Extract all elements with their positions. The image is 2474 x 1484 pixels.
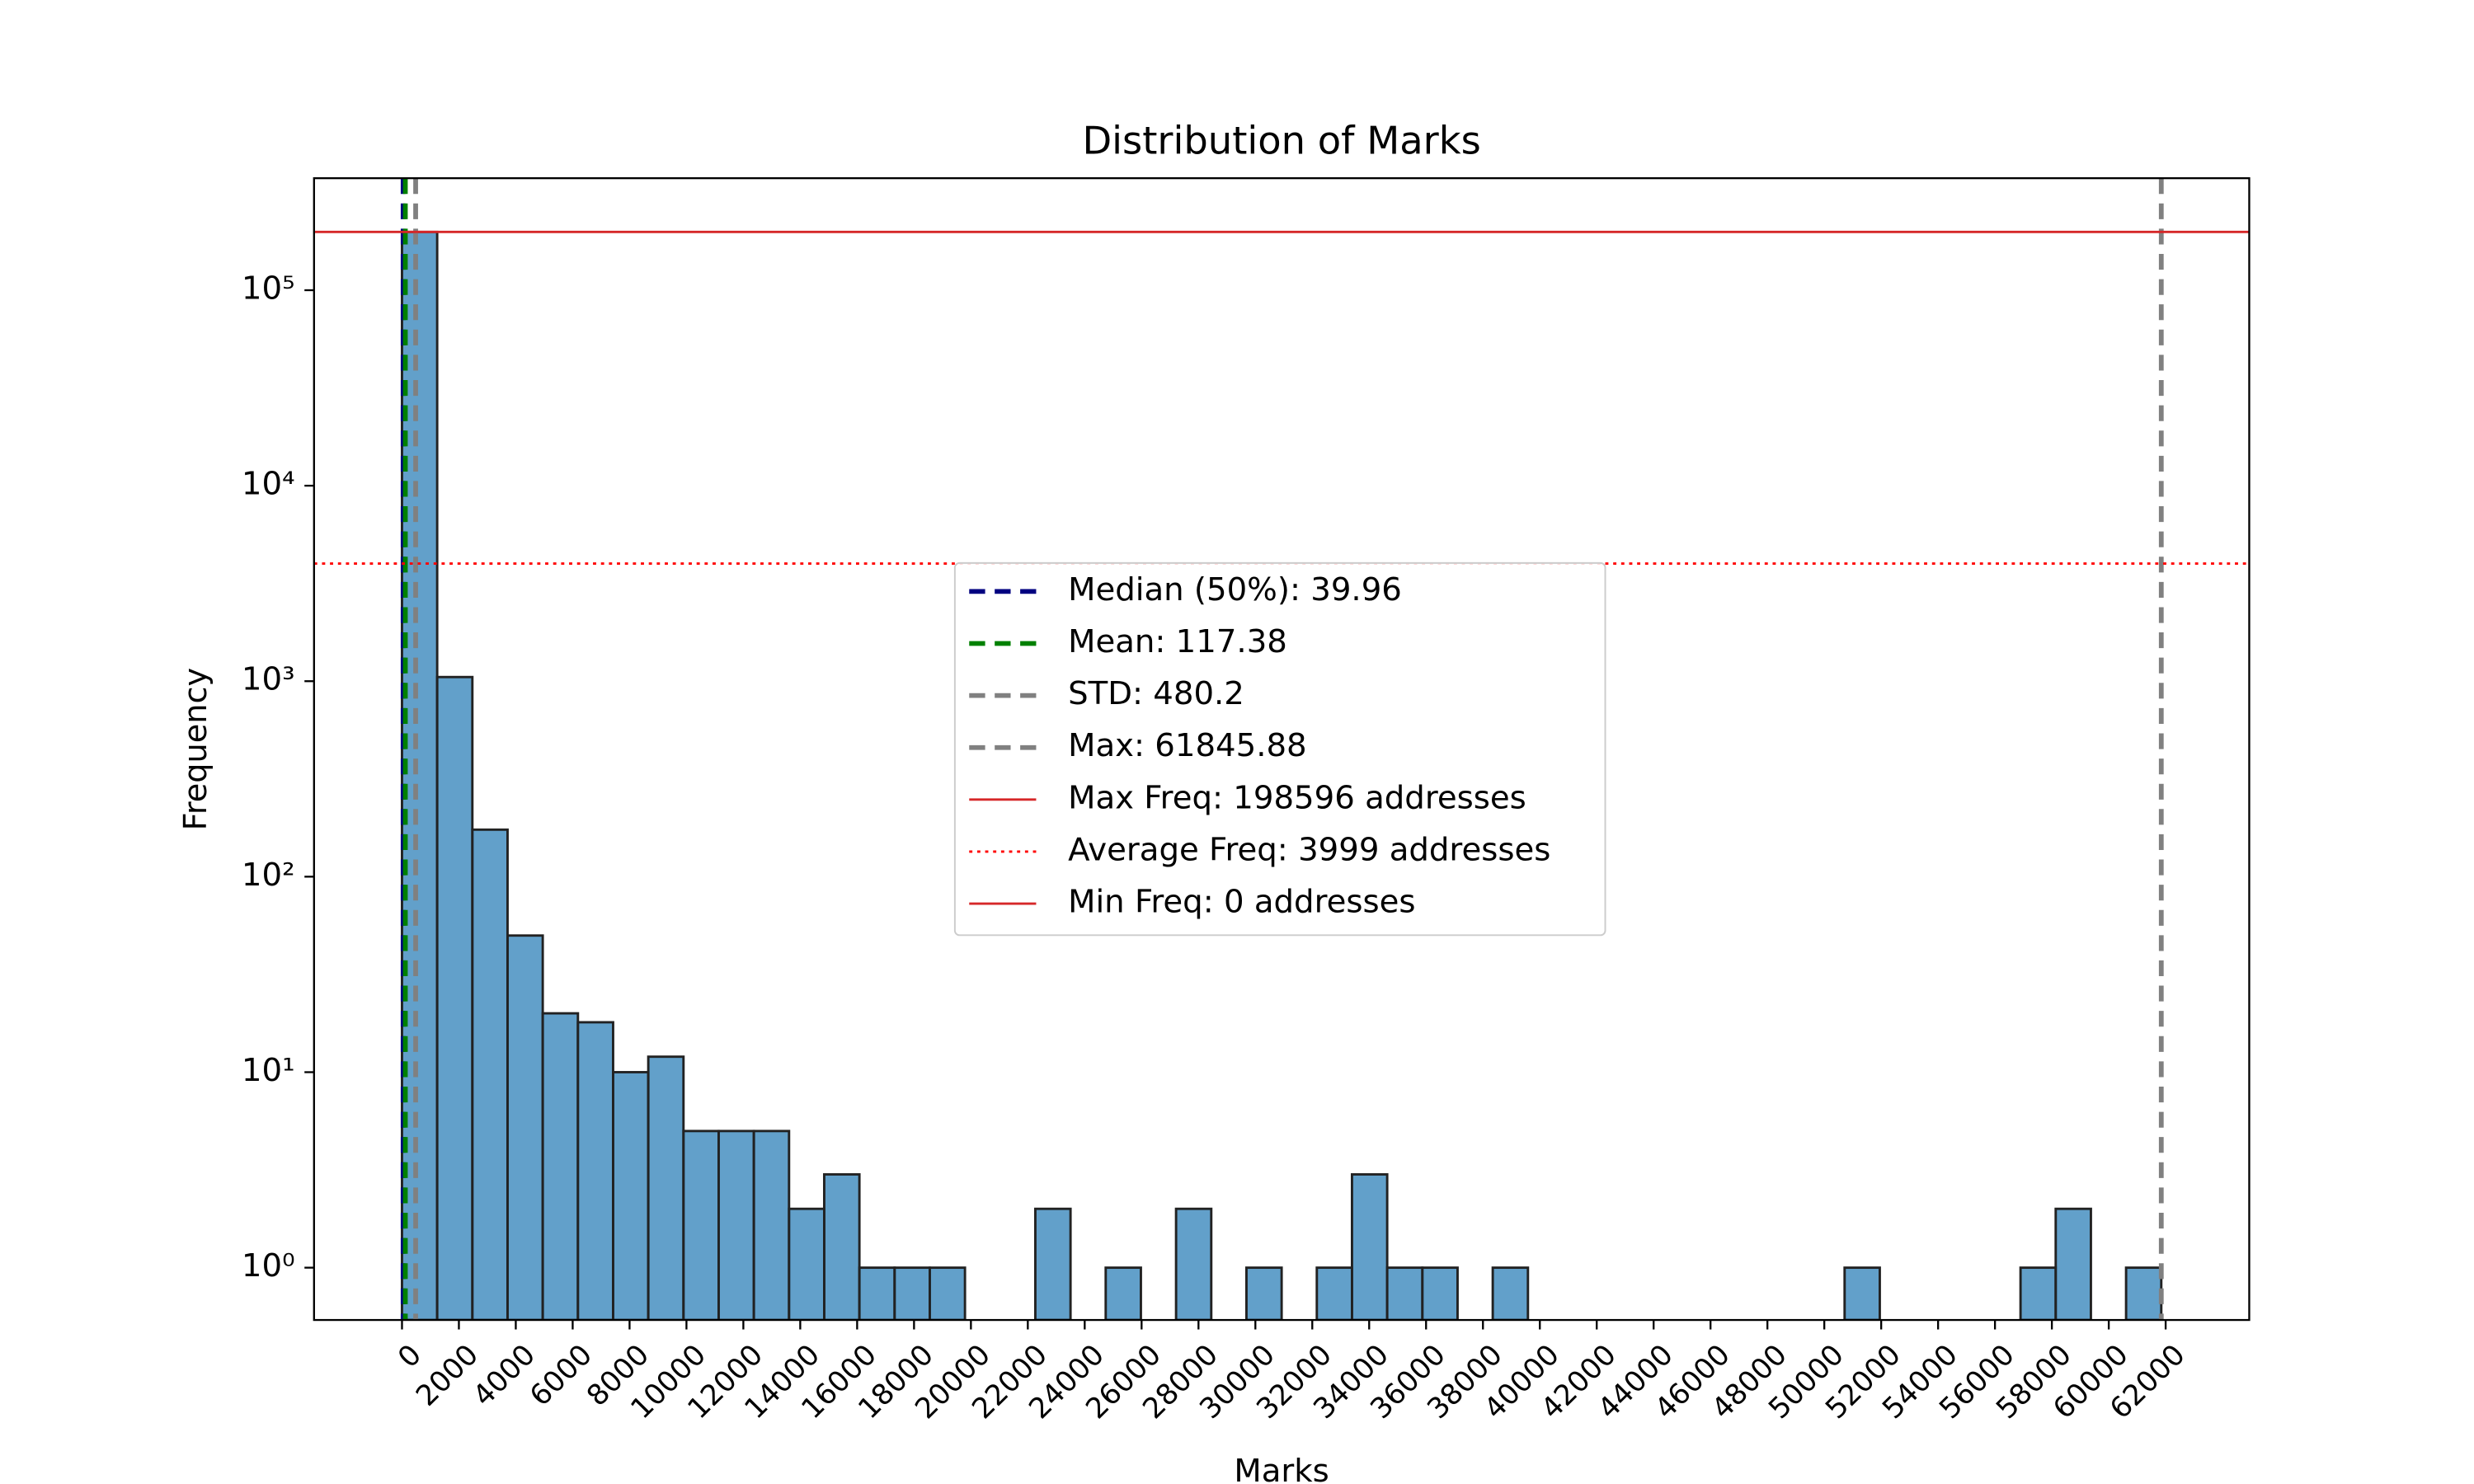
y-tick-label: 10⁰ bbox=[242, 1247, 295, 1284]
bar bbox=[823, 1173, 861, 1321]
y-axis-label: Frequency bbox=[177, 668, 214, 831]
bar bbox=[1491, 1266, 1530, 1321]
bar bbox=[401, 230, 439, 1321]
legend: Median (50%): 39.96 Mean: 117.38 STD: 480.… bbox=[953, 561, 1606, 937]
legend-box bbox=[953, 561, 1606, 937]
bar bbox=[2124, 1266, 2163, 1321]
bar bbox=[752, 1129, 791, 1321]
bar bbox=[435, 675, 474, 1321]
legend-label: Max: 61845.88 bbox=[1068, 727, 1307, 764]
legend-label: Median (50%): 39.96 bbox=[1068, 571, 1402, 608]
bar bbox=[1421, 1266, 1459, 1321]
bar bbox=[541, 1012, 580, 1321]
bar bbox=[1104, 1266, 1142, 1321]
x-axis-label: Marks bbox=[1234, 1453, 1329, 1484]
legend-label: STD: 480.2 bbox=[1068, 675, 1244, 712]
x-tick-label: 0 bbox=[392, 1338, 428, 1374]
legend-label: Min Freq: 0 addresses bbox=[1068, 884, 1415, 921]
y-tick-label: 10² bbox=[242, 857, 295, 894]
bar bbox=[788, 1207, 825, 1321]
bar bbox=[1843, 1266, 1881, 1321]
y-tick-label: 10¹ bbox=[242, 1052, 295, 1089]
bar bbox=[858, 1266, 896, 1321]
bar bbox=[612, 1071, 650, 1321]
plot-frame bbox=[313, 177, 2251, 1322]
x-tick-label: 4000 bbox=[467, 1338, 542, 1412]
bar bbox=[1315, 1266, 1353, 1321]
bar bbox=[1034, 1207, 1072, 1321]
bar bbox=[682, 1129, 720, 1321]
y-tick-label: 10⁴ bbox=[242, 466, 295, 503]
y-tick-label: 10³ bbox=[242, 661, 295, 698]
bar bbox=[717, 1129, 755, 1321]
bar bbox=[647, 1055, 685, 1321]
bar bbox=[576, 1021, 614, 1321]
bar bbox=[1385, 1266, 1424, 1321]
bar bbox=[1174, 1207, 1213, 1321]
legend-label: Average Freq: 3999 addresses bbox=[1068, 832, 1550, 869]
bar bbox=[471, 828, 509, 1321]
bar bbox=[2019, 1266, 2058, 1321]
chart-title: Distribution of Marks bbox=[1082, 119, 1480, 163]
y-tick-label: 10⁵ bbox=[242, 270, 295, 308]
bar bbox=[2054, 1207, 2092, 1321]
bar bbox=[506, 934, 544, 1321]
bar bbox=[1351, 1173, 1389, 1321]
bar bbox=[893, 1266, 931, 1321]
x-tick-label: 2000 bbox=[410, 1338, 485, 1412]
legend-label: Max Freq: 198596 addresses bbox=[1068, 779, 1526, 816]
plot-area bbox=[313, 178, 2250, 1321]
legend-label: Mean: 117.38 bbox=[1068, 623, 1287, 660]
bar bbox=[929, 1266, 967, 1321]
bar bbox=[1245, 1266, 1283, 1321]
x-tick-label: 6000 bbox=[524, 1338, 599, 1412]
